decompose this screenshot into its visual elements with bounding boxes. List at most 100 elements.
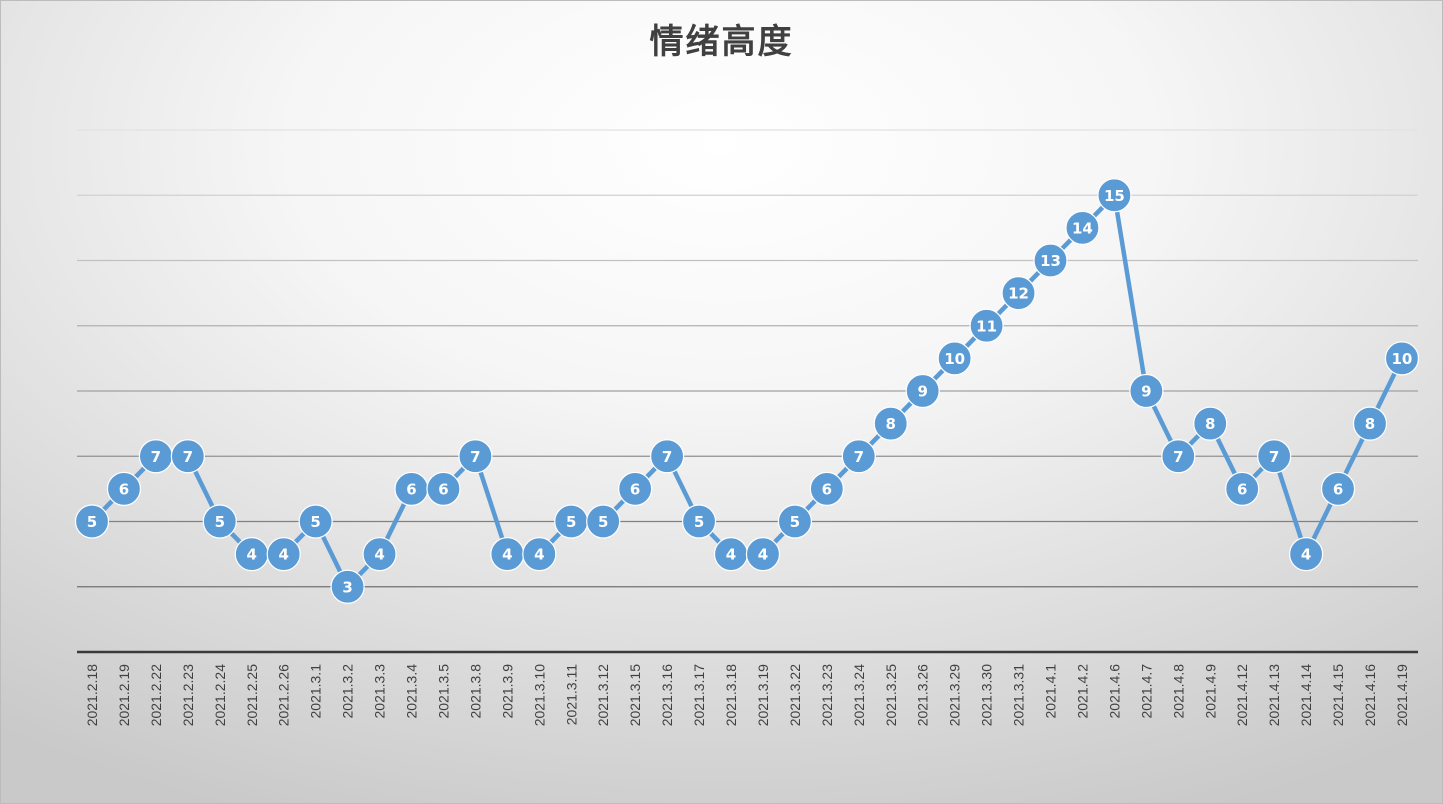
data-point [873, 406, 908, 441]
x-tick-label: 2021.4.16 [1362, 664, 1378, 726]
data-label: 7 [151, 448, 161, 466]
data-point [522, 537, 557, 572]
x-tick-label: 2021.3.3 [372, 664, 388, 719]
data-label: 4 [1301, 546, 1311, 564]
data-point [745, 537, 781, 572]
data-label: 10 [1392, 350, 1413, 368]
data-point [1384, 341, 1420, 376]
x-tick-label: 2021.3.30 [979, 664, 995, 726]
data-point [1065, 210, 1100, 245]
data-point [1033, 243, 1068, 278]
gridlines [77, 129, 1418, 588]
data-label: 13 [1040, 252, 1061, 270]
data-point [74, 504, 110, 539]
x-tick-label: 2021.3.8 [467, 664, 483, 719]
data-label: 6 [406, 480, 416, 498]
x-tick-label: 2021.3.31 [1011, 664, 1027, 726]
data-point [809, 471, 844, 506]
data-point [106, 471, 142, 506]
x-tick-label: 2021.4.2 [1074, 664, 1090, 719]
x-tick-label: 2021.4.13 [1266, 664, 1282, 726]
x-tick-label: 2021.4.14 [1298, 664, 1314, 726]
data-point [362, 537, 397, 572]
x-tick-label: 2021.3.11 [563, 664, 579, 725]
x-tick-label: 2021.4.8 [1170, 664, 1186, 719]
x-tick-label: 2021.3.10 [531, 664, 547, 726]
data-label: 4 [247, 546, 257, 564]
data-label: 5 [790, 513, 800, 531]
data-label: 5 [310, 513, 320, 531]
x-tick-label: 2021.4.19 [1394, 664, 1410, 726]
data-label: 6 [438, 480, 448, 498]
data-label: 11 [976, 317, 997, 335]
x-tick-label: 2021.2.22 [148, 664, 164, 726]
x-tick-label: 2021.4.9 [1202, 664, 1218, 719]
data-point [618, 471, 653, 506]
data-point [841, 439, 876, 474]
data-label: 8 [1365, 415, 1375, 433]
data-point [1225, 471, 1260, 506]
x-tick-label: 2021.3.15 [627, 664, 643, 726]
data-point [1161, 439, 1196, 474]
x-tick-label: 2021.3.23 [819, 664, 835, 726]
data-label: 5 [215, 513, 225, 531]
data-label: 4 [374, 546, 384, 564]
data-label: 9 [917, 383, 927, 401]
x-tick-label: 2021.2.24 [212, 664, 228, 726]
x-tick-label: 2021.3.22 [787, 664, 803, 726]
data-label: 12 [1008, 285, 1029, 303]
data-label: 7 [854, 448, 864, 466]
data-point [969, 308, 1004, 343]
x-tick-label: 2021.2.18 [84, 664, 100, 726]
data-label: 4 [726, 546, 736, 564]
data-label: 7 [1269, 448, 1279, 466]
data-point [586, 504, 621, 539]
x-tick-label: 2021.2.23 [180, 664, 196, 726]
data-point [202, 504, 237, 539]
data-label: 5 [566, 513, 576, 531]
data-label: 4 [502, 546, 512, 564]
x-tick-label: 2021.4.7 [1138, 664, 1154, 719]
data-point [905, 373, 940, 409]
x-tick-label: 2021.3.2 [340, 664, 356, 719]
x-tick-label: 2021.3.25 [883, 664, 899, 726]
data-point [1193, 406, 1228, 441]
data-label: 7 [662, 448, 672, 466]
data-label: 6 [119, 480, 129, 498]
x-tick-label: 2021.3.4 [404, 664, 420, 719]
x-tick-label: 2021.2.26 [276, 664, 292, 726]
data-point [777, 504, 813, 539]
x-tick-label: 2021.4.6 [1106, 664, 1122, 719]
data-point [1129, 373, 1164, 409]
data-point [649, 439, 685, 474]
data-point [1288, 537, 1324, 572]
x-tick-label: 2021.3.26 [915, 664, 931, 726]
data-point [1320, 471, 1356, 506]
x-tick-label: 2021.4.1 [1043, 664, 1059, 719]
data-label: 6 [630, 480, 640, 498]
data-label: 6 [822, 480, 832, 498]
data-point [170, 439, 205, 474]
data-label: 4 [534, 546, 544, 564]
data-point [458, 439, 493, 474]
data-label: 5 [598, 513, 608, 531]
x-tick-labels: 2021.2.18 2021.2.19 2021.2.22 2021.2.23 2021… [84, 664, 1410, 727]
data-point [1352, 406, 1388, 441]
data-label: 10 [944, 350, 965, 368]
data-label: 6 [1333, 480, 1343, 498]
x-tick-label: 2021.3.18 [723, 664, 739, 726]
data-point [681, 504, 717, 539]
x-tick-label: 2021.3.1 [308, 664, 324, 719]
data-label: 15 [1104, 187, 1125, 205]
x-tick-label: 2021.2.25 [244, 664, 260, 726]
x-tick-label: 2021.3.12 [595, 664, 611, 726]
data-point [1097, 178, 1132, 213]
x-tick-label: 2021.3.24 [851, 664, 867, 726]
x-tick-label: 2021.3.17 [691, 664, 707, 726]
data-label: 4 [278, 546, 288, 564]
data-label: 8 [886, 415, 896, 433]
x-tick-label: 2021.3.5 [435, 664, 451, 719]
data-point [426, 471, 461, 506]
x-tick-label: 2021.2.19 [116, 664, 132, 726]
